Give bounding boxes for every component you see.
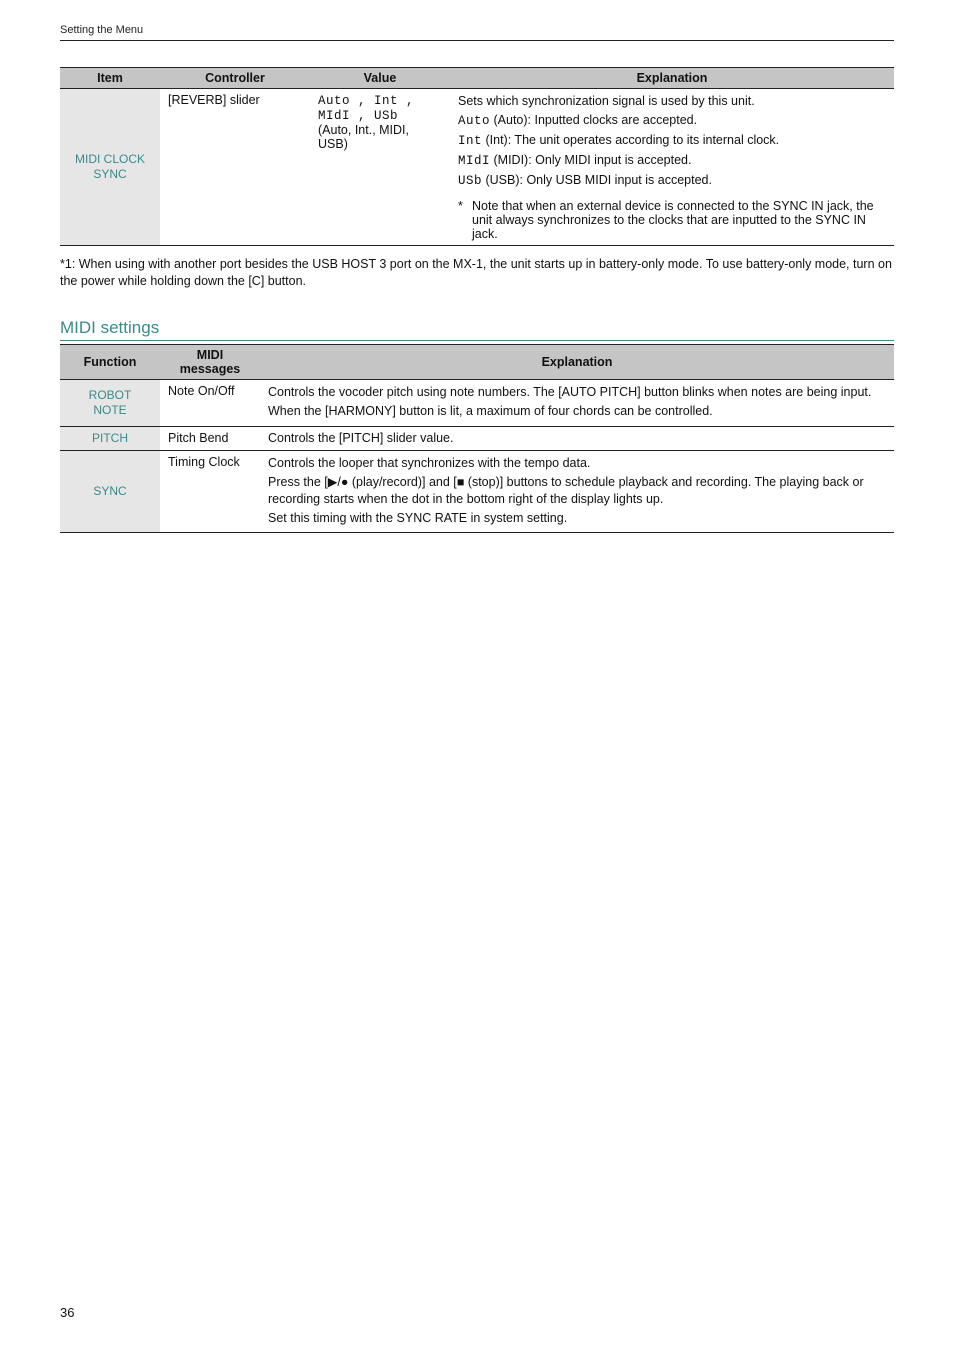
t2-r0-fn-l1: ROBOT [89,388,132,402]
t1-head-explanation: Explanation [450,68,894,89]
table-row: PITCH Pitch Bend Controls the [PITCH] sl… [60,426,894,450]
t2-r1-msg: Pitch Bend [160,426,260,450]
t2-r2-fn: SYNC [60,450,160,533]
t2-r0-msg: Note On/Off [160,380,260,427]
t2-r1-fn: PITCH [60,426,160,450]
t2-head-midi-l1: MIDI [197,348,223,362]
t2-r2-msg: Timing Clock [160,450,260,533]
t1-expl-auto: (Auto): Inputted clocks are accepted. [490,113,697,127]
table-row: SYNC Timing Clock Controls the looper th… [60,450,894,533]
t1-head-controller: Controller [160,68,310,89]
page-number: 36 [60,1305,74,1320]
t1-expl-usb: (USB): Only USB MIDI input is accepted. [482,173,712,187]
t2-head-midi: MIDI messages [160,345,260,380]
t1-note-text: Note that when an external device is con… [472,199,874,241]
asterisk-icon: * [458,199,463,213]
seg-usb: USb [458,174,482,188]
seg-auto: Auto [458,114,490,128]
t1-value-seg2: MIdI , USb [318,109,398,123]
midi-clock-sync-table: Item Controller Value Explanation MIDI C… [60,67,894,246]
t1-expl-midi: (MIDI): Only MIDI input is accepted. [490,153,691,167]
t1-expl-intro: Sets which synchronization signal is use… [458,93,886,110]
footnote-star1: *1: When using with another port besides… [60,256,894,290]
t2-r2-expl-l1: Controls the looper that synchronizes wi… [268,455,886,472]
t1-explanation-cell: Sets which synchronization signal is use… [450,89,894,246]
t2-r2-expl-l2: Press the [▶/● (play/record)] and [■ (st… [268,474,886,508]
t2-head-explanation: Explanation [260,345,894,380]
seg-midi: MIdI [458,154,490,168]
t2-head-function: Function [60,345,160,380]
t2-r0-expl-l2: When the [HARMONY] button is lit, a maxi… [268,403,886,420]
section-title-midi-settings: MIDI settings [60,318,894,341]
t2-r0-expl: Controls the vocoder pitch using note nu… [260,380,894,427]
t1-controller-cell: [REVERB] slider [160,89,310,246]
t1-value-seg1: Auto , Int , [318,94,414,108]
t1-value-plain: (Auto, Int., MIDI, USB) [318,123,409,151]
t2-r1-expl: Controls the [PITCH] slider value. [260,426,894,450]
t2-head-midi-l2: messages [180,362,240,376]
t1-item-line2: SYNC [93,167,126,181]
running-header: Setting the Menu [60,24,894,41]
t2-r2-expl-l3: Set this timing with the SYNC RATE in sy… [268,510,886,527]
t2-r0-expl-l1: Controls the vocoder pitch using note nu… [268,384,886,401]
midi-settings-table: Function MIDI messages Explanation ROBOT… [60,344,894,533]
t1-head-value: Value [310,68,450,89]
t1-head-item: Item [60,68,160,89]
t1-note: * Note that when an external device is c… [458,199,886,241]
t1-item-line1: MIDI CLOCK [75,152,145,166]
t2-r0-fn-l2: NOTE [93,403,126,417]
t1-expl-int: (Int): The unit operates according to it… [482,133,779,147]
t1-item-cell: MIDI CLOCK SYNC [60,89,160,246]
seg-int: Int [458,134,482,148]
t2-r0-fn: ROBOT NOTE [60,380,160,427]
table-row: ROBOT NOTE Note On/Off Controls the voco… [60,380,894,427]
t2-r2-expl: Controls the looper that synchronizes wi… [260,450,894,533]
t1-value-cell: Auto , Int , MIdI , USb (Auto, Int., MID… [310,89,450,246]
